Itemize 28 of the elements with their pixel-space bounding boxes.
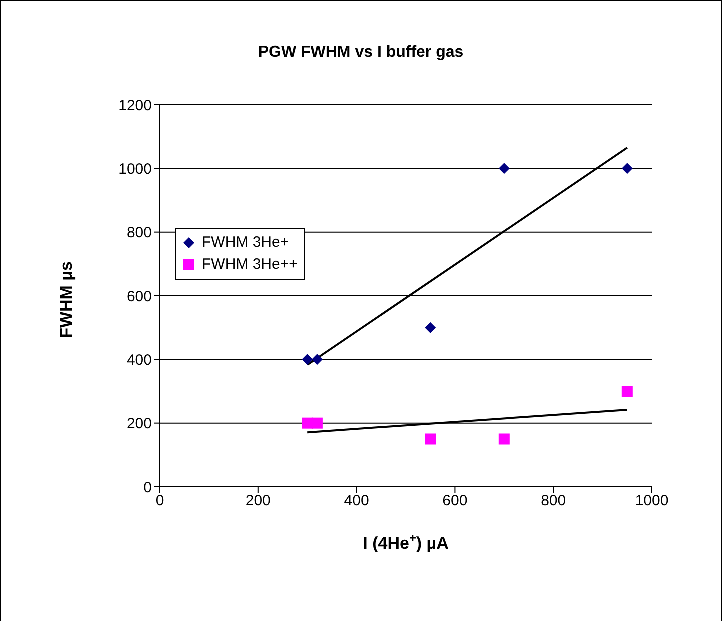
legend-label: FWHM 3He+ [202, 233, 290, 253]
y-tick-label: 0 [144, 479, 152, 496]
point [312, 354, 323, 366]
point [425, 434, 436, 445]
y-tick-label: 600 [126, 288, 152, 306]
y-tick-label: 800 [126, 224, 152, 242]
point [498, 163, 510, 174]
x-tick-label: 200 [246, 492, 271, 510]
point [622, 386, 633, 397]
point [498, 434, 510, 445]
x-tick-label: 1000 [635, 492, 669, 510]
point [622, 163, 633, 174]
y-tick-label: 400 [126, 352, 152, 369]
legend-label: FWHM 3He++ [202, 255, 298, 275]
y-tick-label: 1200 [118, 97, 152, 114]
y-tick-label: 200 [126, 416, 152, 433]
x-axis-title: I (4He$^{+}$) µA [363, 531, 449, 553]
x-tick-label: 400 [344, 492, 370, 510]
chart-title: PGW FWHM vs I buffer gas [257, 44, 465, 62]
point [425, 322, 436, 334]
point [302, 354, 314, 366]
point [312, 418, 323, 429]
x-tick-label: 0 [156, 492, 164, 510]
x-tick-label: 800 [541, 492, 566, 510]
x-tick-label: 600 [442, 492, 468, 510]
y-axis-title: FWHM µs [57, 262, 76, 338]
point [302, 418, 314, 429]
y-tick-label: 1000 [118, 160, 152, 178]
